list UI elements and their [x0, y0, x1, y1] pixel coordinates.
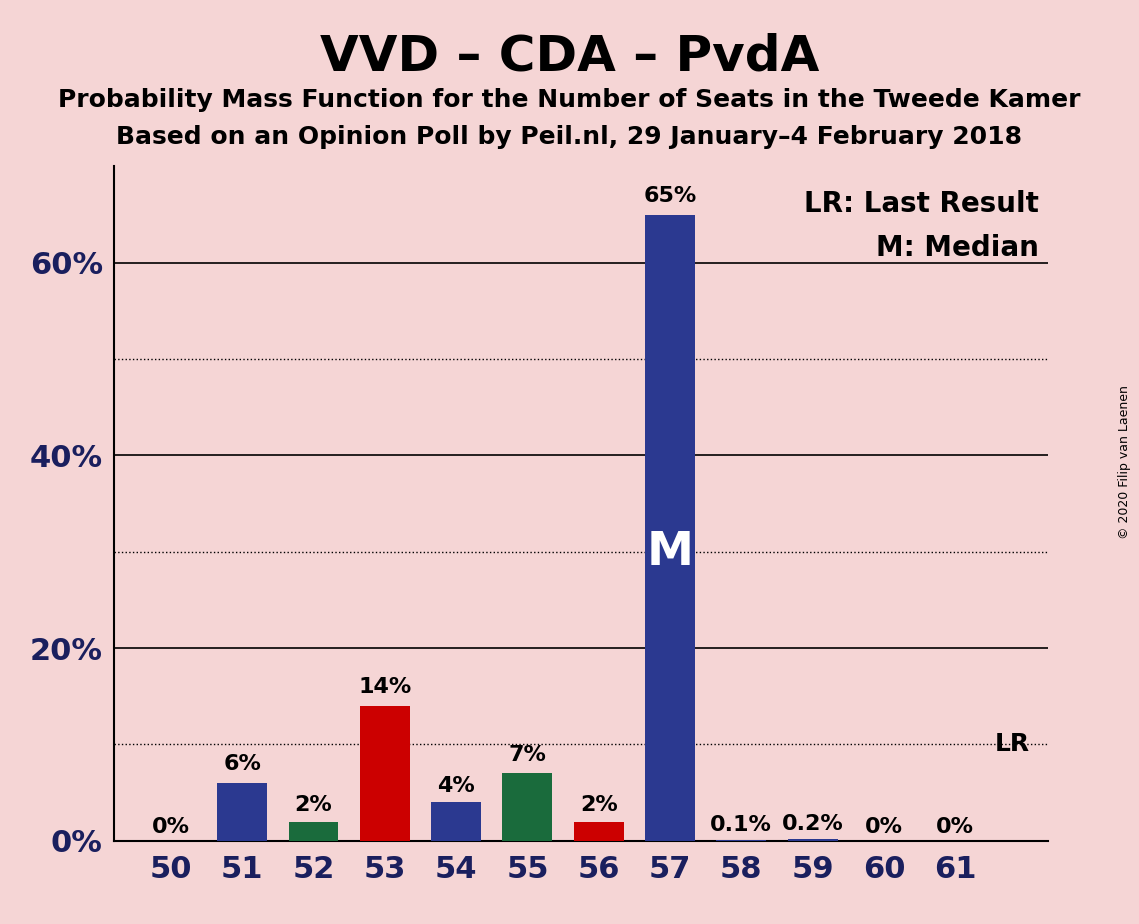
Text: 2%: 2% [580, 795, 617, 815]
Text: 14%: 14% [358, 677, 411, 698]
Bar [432, 802, 481, 841]
Bar [716, 840, 767, 841]
Text: 7%: 7% [508, 745, 547, 765]
Text: 65%: 65% [644, 186, 697, 206]
Text: LR: Last Result: LR: Last Result [804, 190, 1039, 218]
Text: 0%: 0% [151, 817, 190, 837]
Bar [788, 839, 837, 841]
Text: LR: LR [994, 733, 1030, 757]
Text: M: Median: M: Median [876, 234, 1039, 261]
Text: 0.2%: 0.2% [781, 814, 844, 834]
Bar [645, 214, 695, 841]
Text: M: M [647, 530, 694, 576]
Text: © 2020 Filip van Laenen: © 2020 Filip van Laenen [1118, 385, 1131, 539]
Bar [288, 821, 338, 841]
Text: 0%: 0% [865, 817, 903, 837]
Text: Based on an Opinion Poll by Peil.nl, 29 January–4 February 2018: Based on an Opinion Poll by Peil.nl, 29 … [116, 125, 1023, 149]
Bar [502, 773, 552, 841]
Text: 6%: 6% [223, 754, 261, 774]
Text: 4%: 4% [437, 775, 475, 796]
Bar [574, 821, 624, 841]
Text: 2%: 2% [295, 795, 333, 815]
Text: Probability Mass Function for the Number of Seats in the Tweede Kamer: Probability Mass Function for the Number… [58, 88, 1081, 112]
Bar [360, 706, 410, 841]
Text: VVD – CDA – PvdA: VVD – CDA – PvdA [320, 32, 819, 80]
Bar [218, 783, 268, 841]
Text: 0%: 0% [936, 817, 974, 837]
Text: 0.1%: 0.1% [711, 815, 772, 835]
